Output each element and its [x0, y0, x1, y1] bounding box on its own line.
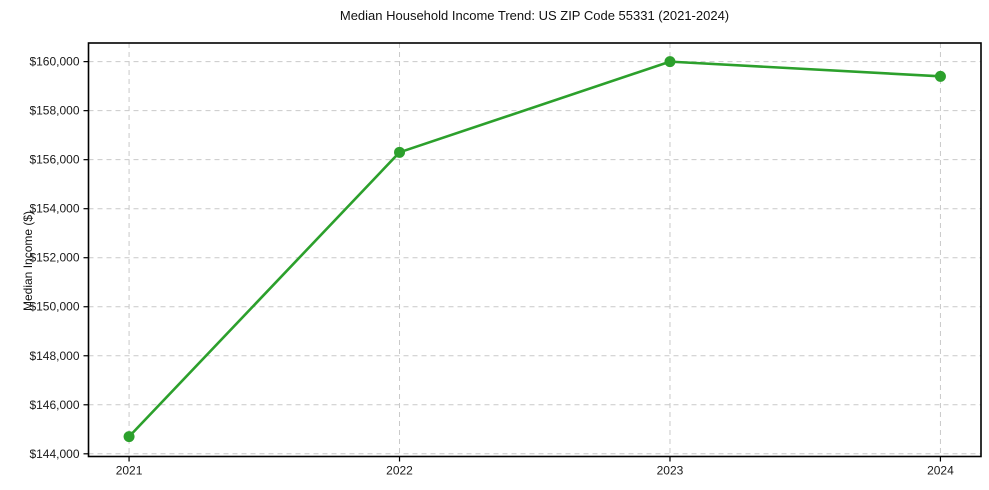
x-tick-label: 2023 — [657, 464, 684, 478]
data-point-marker — [394, 146, 406, 158]
plot-frame — [87, 42, 982, 458]
data-point-marker — [123, 431, 135, 443]
y-tick-label: $146,000 — [29, 398, 79, 412]
y-tick-label: $154,000 — [29, 202, 79, 216]
data-point-marker — [934, 70, 946, 82]
y-tick-label: $158,000 — [29, 104, 79, 118]
y-tick-label: $152,000 — [29, 251, 79, 265]
x-tick-label: 2022 — [386, 464, 413, 478]
y-tick-label: $148,000 — [29, 349, 79, 363]
y-tick-label: $150,000 — [29, 300, 79, 314]
y-tick-label: $156,000 — [29, 153, 79, 167]
x-tick-label: 2024 — [927, 464, 954, 478]
chart-title: Median Household Income Trend: US ZIP Co… — [339, 8, 730, 23]
y-tick-label: $160,000 — [29, 55, 79, 69]
x-tick-label: 2021 — [116, 464, 143, 478]
y-tick-label: $144,000 — [29, 447, 79, 461]
data-point-marker — [664, 56, 676, 68]
income-trend-line — [127, 60, 942, 438]
